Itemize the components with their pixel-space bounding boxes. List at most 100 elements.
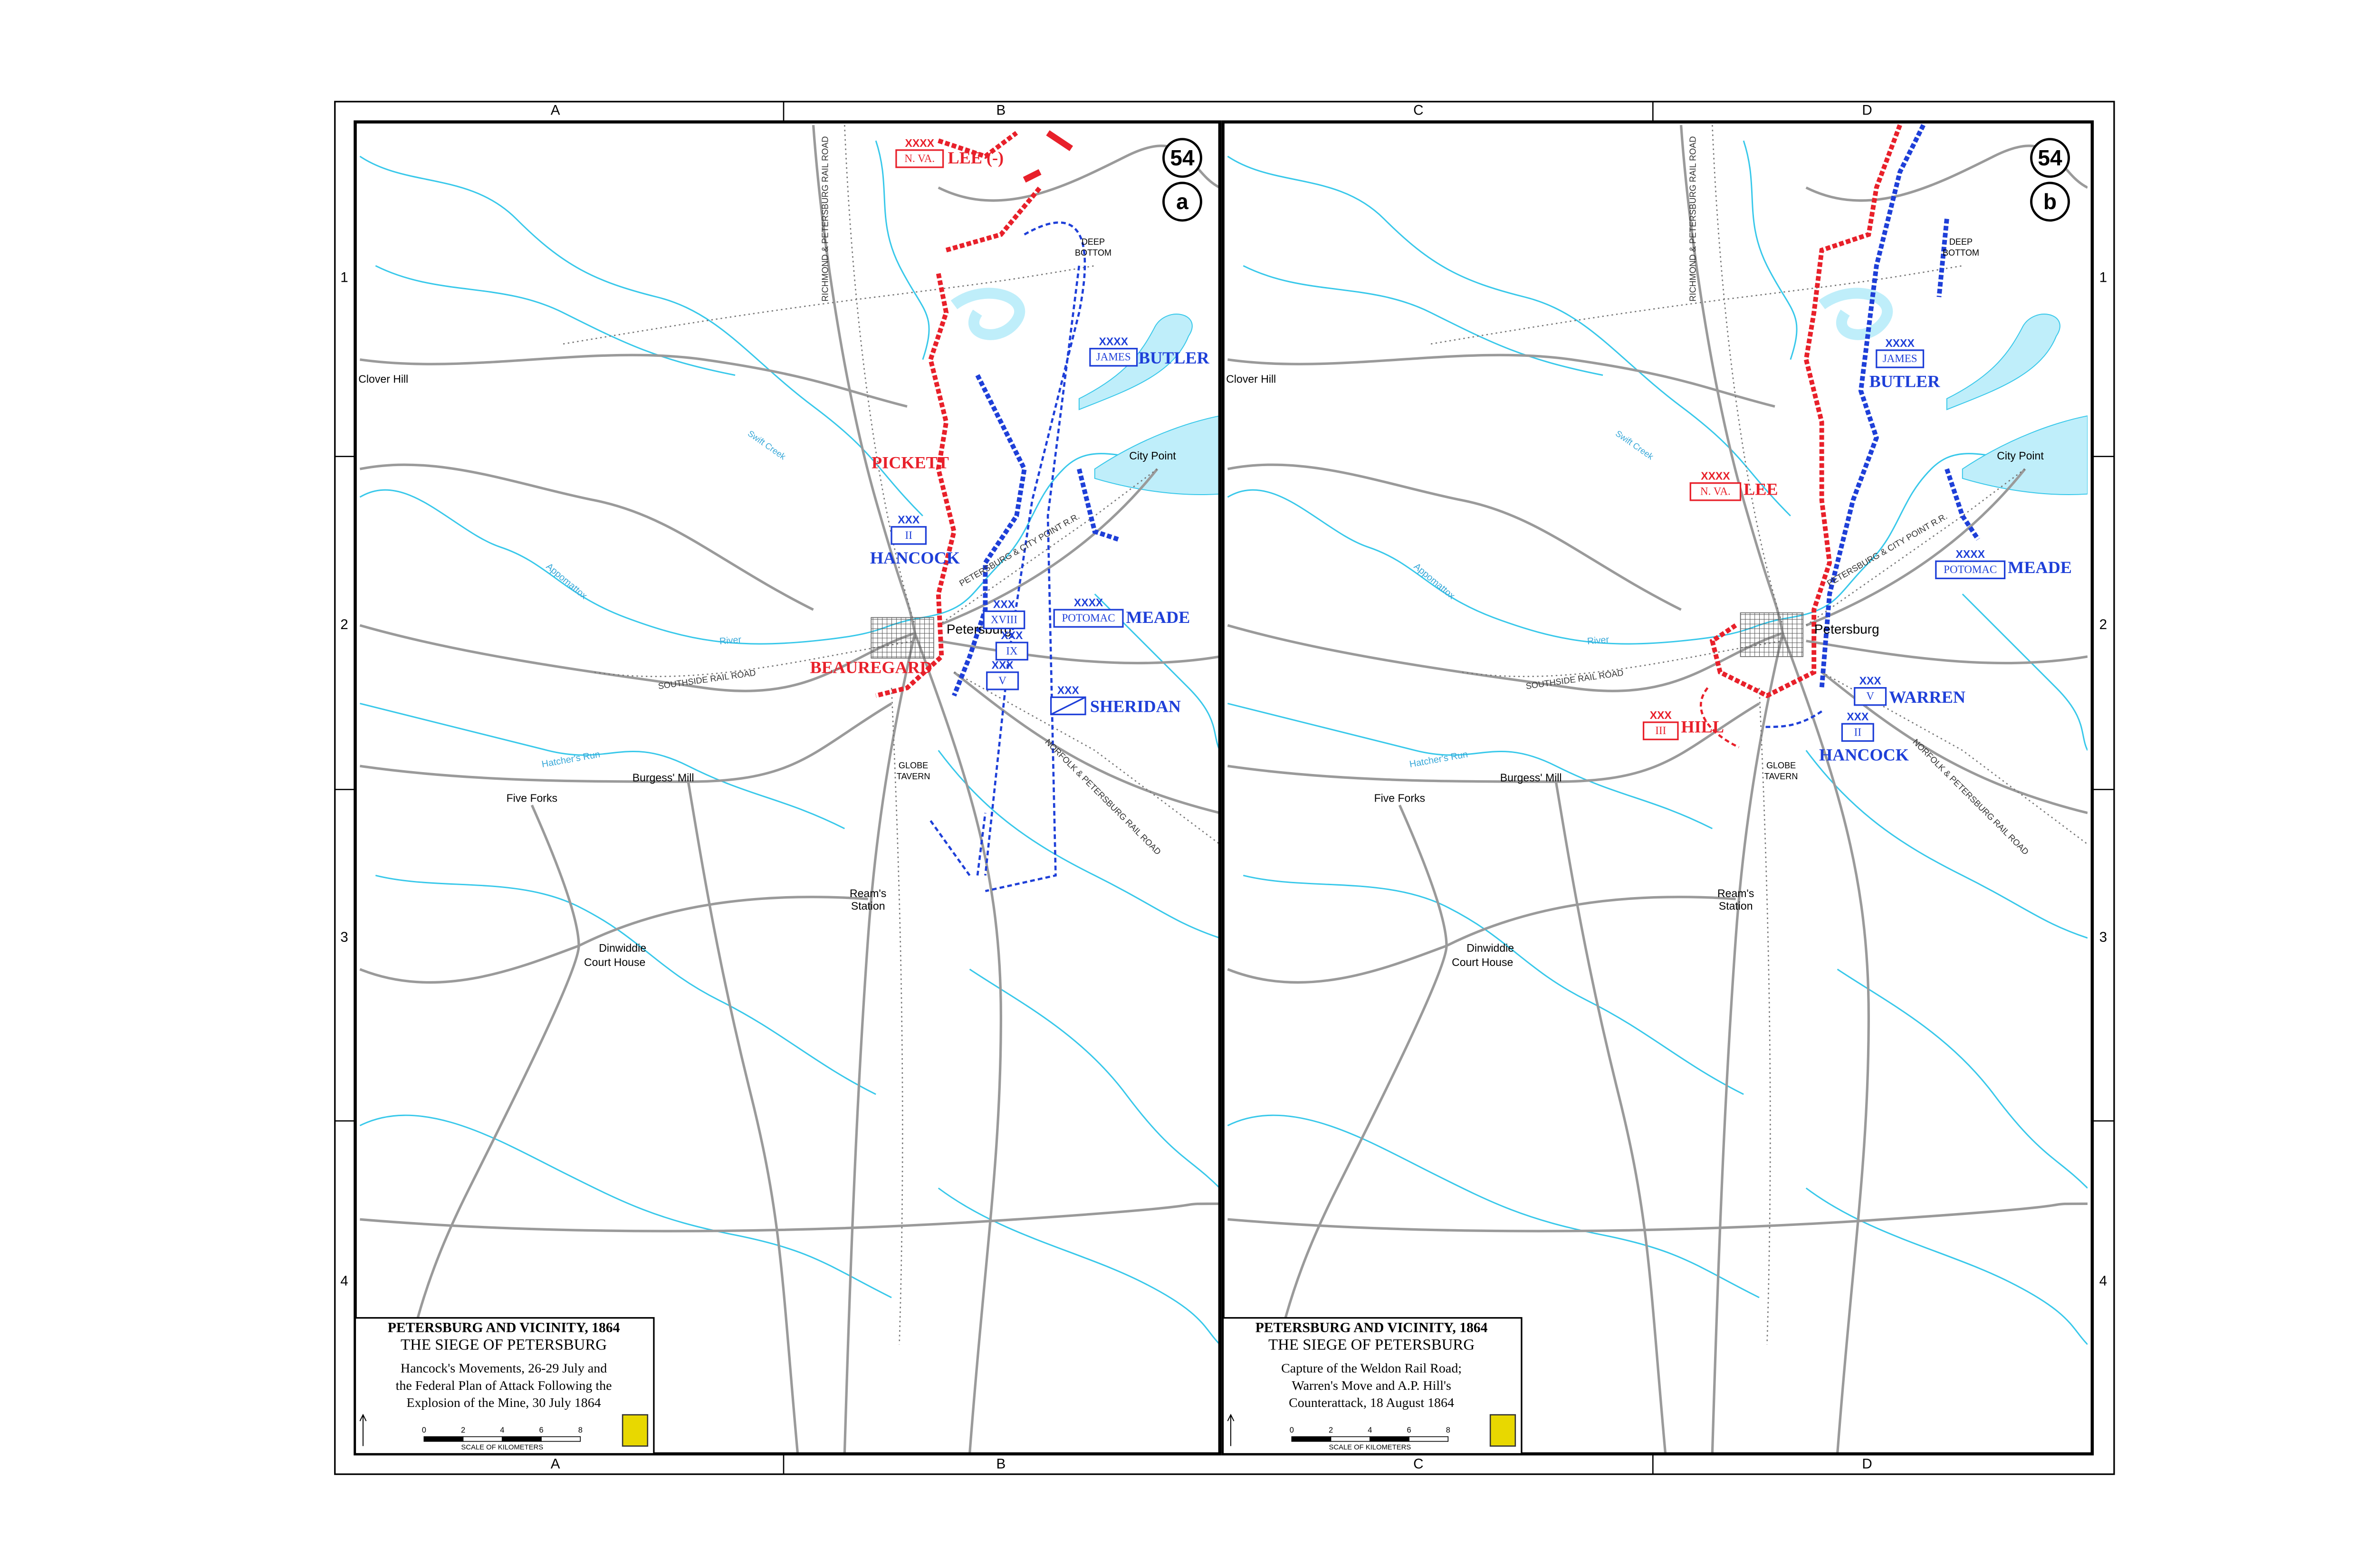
unit-echelon: XXX [1859,675,1882,687]
unit-commander: WARREN [1889,688,1965,707]
place-label: Ream's [1717,887,1754,899]
north-arrow [1227,1414,1235,1446]
unit-commander: LEE [1744,479,1778,498]
scale-tick-label: 0 [1290,1426,1294,1434]
unit-commander: HANCOCK [1819,746,1909,765]
unit-designation: N. VA. [904,152,935,164]
place-label: Clover Hill [1226,373,1276,385]
grid-label: 1 [2099,269,2107,285]
place-label: Five Forks [1374,792,1425,804]
grid-label: A [551,102,560,118]
unit-commander: SHERIDAN [1090,697,1181,716]
railroad-label: NORFOLK & PETERSBURG RAIL ROAD [1043,737,1163,857]
unit-designation: N. VA. [1700,485,1731,497]
grid-label: B [996,1456,1006,1472]
railroad-label: NORFOLK & PETERSBURG RAIL ROAD [1911,737,2031,857]
place-label: Ream's [850,887,886,899]
place-label: Burgess' Mill [632,772,694,784]
description: Capture of the Weldon Rail Road; [1281,1361,1462,1376]
unit-box [983,610,1025,630]
scale-tick-label: 4 [500,1426,504,1434]
unit-box [1689,482,1742,501]
grid-label: 2 [340,617,348,632]
place-label: GLOBE [1766,761,1796,770]
map-panel [354,122,1220,1454]
place-label: Burgess' Mill [1500,772,1562,784]
scale-tick-label: 0 [422,1426,426,1434]
scale-tick-label: 8 [578,1426,583,1434]
unit-designation: V [998,674,1006,687]
title-block [354,1317,655,1455]
title-block [1222,1317,1523,1455]
grid-label: 1 [340,269,348,285]
unit-commander: MEADE [1126,608,1190,627]
place-label: Station [851,899,885,912]
railroad-label: PETERSBURG & CITY POINT R.R. [958,511,1081,588]
panel-letter: a [1176,189,1188,214]
unit-designation: IX [1006,644,1018,657]
grid-label: D [1862,1456,1872,1472]
grid-marks [335,101,2114,1474]
grid-label: B [996,102,1006,118]
water-label: River [1587,634,1610,647]
scale-tick-label: 2 [461,1426,465,1434]
place-label: Five Forks [507,792,557,804]
unit-echelon: XXX [1001,629,1023,641]
grid-label: C [1413,1456,1423,1472]
water-label: Swift Creek [1614,429,1656,462]
unit-designation: JAMES [1883,352,1917,364]
unit-echelon: XXXX [1099,335,1129,348]
unit-commander: LEE (-) [948,148,1004,167]
unit-designation: XVIII [991,613,1017,625]
unit-commander: BUTLER [1869,372,1941,391]
place-label: Station [1719,899,1753,912]
grid-label: 3 [2099,929,2107,945]
unit-echelon: XXXX [905,137,935,149]
place-label: Court House [1452,956,1513,968]
unit-symbol [1089,348,1138,367]
unit-echelon: XXXX [1956,548,1985,560]
scale-tick-label: 2 [1329,1426,1333,1434]
unit-commander: BUTLER [1139,348,1210,367]
grid-label: 2 [2099,617,2107,632]
unit-designation: POTOMAC [1062,612,1115,624]
place-label: BOTTOM [1943,248,1979,258]
outer-border [334,101,2115,1475]
seal [1489,1414,1516,1447]
unit-box [895,149,944,168]
place-label: GLOBE [899,761,928,770]
place-label: Clover Hill [358,373,408,385]
unit-symbol [1050,696,1086,716]
title: PETERSBURG AND VICINITY, 1864 [388,1320,620,1335]
unit-commander: PICKETT [872,453,949,472]
unit-echelon: XXXX [1885,337,1915,349]
unit-echelon: XXX [1057,684,1080,696]
scale-label: SCALE OF KILOMETERS [461,1444,543,1452]
north-arrow [359,1414,367,1446]
scale-segment [1408,1436,1449,1442]
place-label: TAVERN [1764,772,1798,781]
unit-box [891,526,927,545]
place-label: Dinwiddie [599,942,646,954]
grid-label: 4 [2099,1273,2107,1289]
unit-commander: MEADE [2008,558,2072,577]
unit-echelon: XXX [993,598,1016,610]
water-label: Appomattox [544,561,589,602]
unit-symbol [1053,609,1124,628]
unit-commander: BEAUREGARD [810,658,932,677]
unit-designation: III [1655,724,1666,736]
grid-label: C [1413,102,1423,118]
water-label: Hatcher's Run [1408,749,1468,770]
place-label: City Point [1129,449,1176,462]
unit-echelon: XXXX [1701,470,1730,482]
unit-box [1089,348,1138,367]
unit-symbol [891,526,927,545]
grid-label: A [551,1456,560,1472]
scale-segment [1369,1436,1409,1442]
unit-echelon: XXX [1650,709,1672,721]
place-label: Petersburg [1814,621,1879,636]
unit-symbol [983,610,1025,630]
railroad-label: RICHMOND & PETERSBURG RAIL ROAD [1688,136,1698,302]
scale-segment [541,1436,581,1442]
